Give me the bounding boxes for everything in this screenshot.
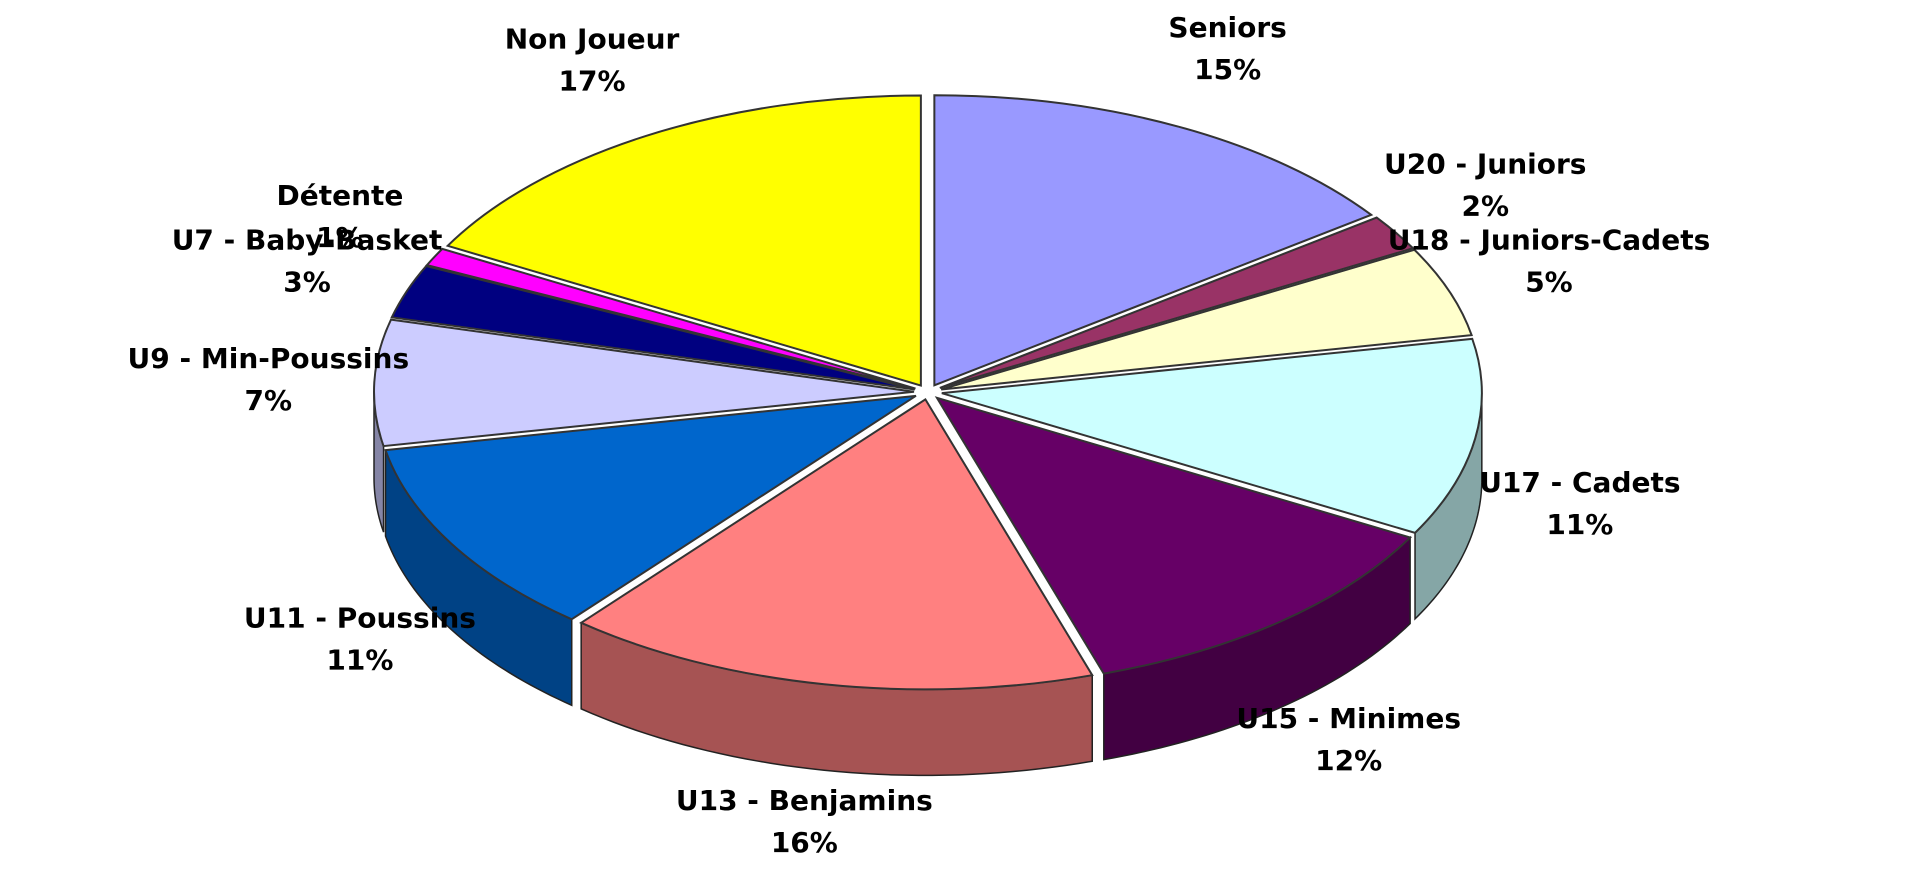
pie-slice	[445, 94, 922, 387]
slice-label: U11 - Poussins	[244, 602, 476, 635]
pie-slice	[940, 248, 1473, 391]
pie-slice	[390, 264, 916, 391]
slice-label: U17 - Cadets	[1479, 466, 1680, 499]
pie-slice	[933, 94, 1374, 387]
pie-slice	[939, 216, 1415, 389]
slice-value-label: 11%	[1546, 508, 1613, 541]
slice-label: U18 - Juniors-Cadets	[1388, 224, 1711, 257]
slice-label: U20 - Juniors	[1384, 148, 1586, 181]
pie-tops	[373, 94, 1483, 691]
pie-slice	[941, 337, 1483, 535]
slice-label: U7 - Baby-Basket	[172, 224, 443, 257]
slice-value-label: 15%	[1194, 53, 1261, 86]
slice-label: Seniors	[1168, 11, 1286, 44]
pie-slice	[579, 397, 1094, 691]
slice-value-label: 11%	[326, 644, 393, 677]
slice-value-label: 12%	[1315, 744, 1382, 777]
slice-label: Non Joueur	[505, 23, 680, 56]
pie-sides	[373, 391, 1483, 777]
slice-value-label: 17%	[559, 65, 626, 98]
pie-slice	[384, 394, 917, 621]
slice-value-label: 16%	[771, 826, 838, 859]
slice-label: Détente	[276, 179, 403, 212]
pie-slice	[934, 396, 1413, 675]
slice-label: U9 - Min-Poussins	[128, 342, 410, 375]
pie-slice	[373, 318, 915, 448]
pie-slice	[425, 247, 916, 390]
slice-value-label: 5%	[1525, 266, 1573, 299]
slice-label: U13 - Benjamins	[676, 784, 933, 817]
slice-value-label: 7%	[245, 384, 293, 417]
slice-value-label: 1%	[316, 221, 364, 254]
slice-value-label: 3%	[283, 266, 331, 299]
slice-label: U15 - Minimes	[1236, 702, 1461, 735]
slice-value-label: 2%	[1461, 190, 1509, 223]
